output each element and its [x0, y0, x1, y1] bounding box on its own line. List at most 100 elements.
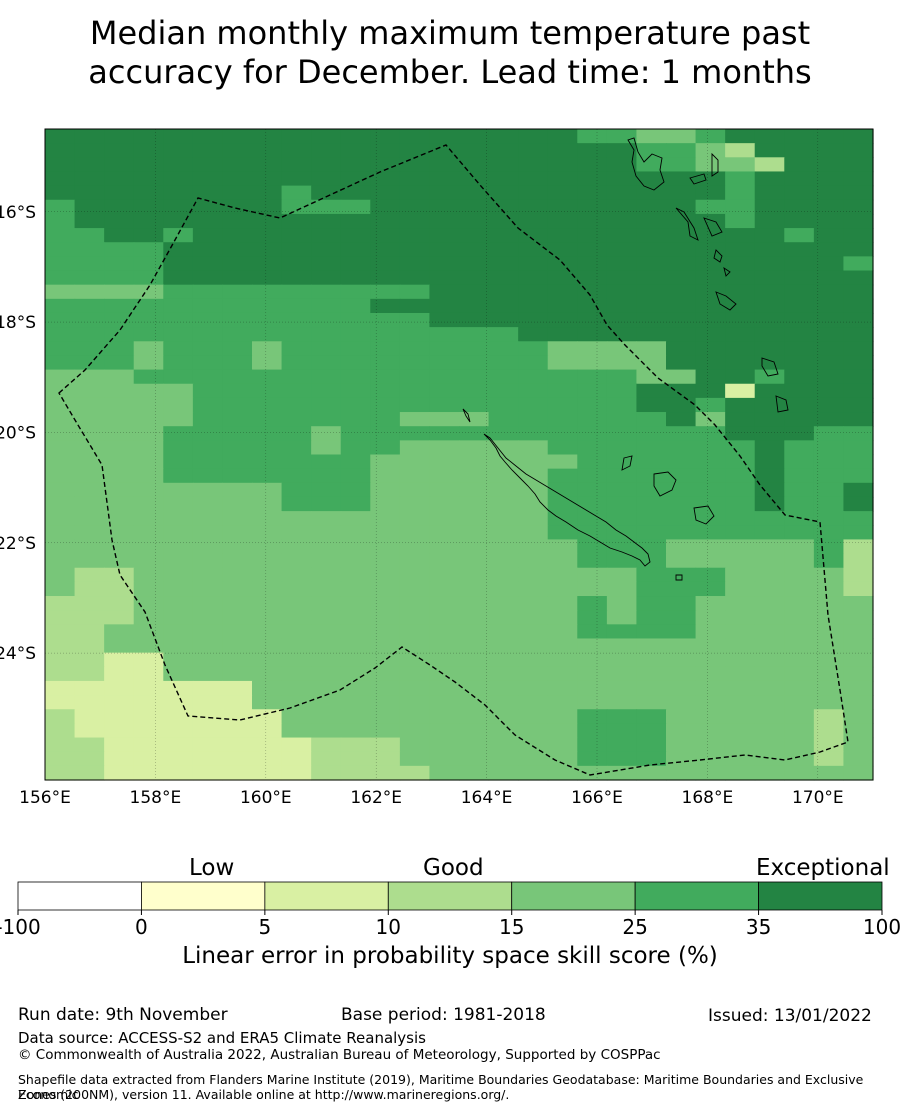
- grid-cell: [695, 383, 726, 399]
- grid-cell: [666, 581, 697, 597]
- grid-cell: [488, 680, 519, 696]
- grid-cell: [725, 680, 756, 696]
- grid-cell: [547, 482, 578, 498]
- grid-cell: [547, 539, 578, 555]
- grid-cell: [518, 751, 549, 767]
- grid-cell: [695, 312, 726, 328]
- grid-cell: [74, 383, 105, 399]
- grid-cell: [311, 610, 342, 625]
- grid-cell: [459, 511, 490, 526]
- grid-cell: [666, 624, 697, 640]
- grid-cell: [192, 666, 224, 682]
- grid-cell: [429, 426, 460, 441]
- grid-cell: [311, 695, 342, 710]
- grid-cell: [429, 511, 460, 526]
- grid-cell: [45, 440, 76, 456]
- grid-cell: [399, 426, 431, 441]
- grid-cell: [340, 284, 371, 300]
- grid-cell: [252, 765, 283, 781]
- grid-cell: [222, 270, 253, 286]
- grid-cell: [784, 482, 815, 498]
- grid-cell: [518, 426, 549, 441]
- grid-cell: [784, 426, 815, 441]
- grid-cell: [45, 185, 76, 201]
- grid-cell: [754, 327, 785, 342]
- grid-cell: [843, 525, 874, 541]
- grid-cell: [488, 270, 519, 286]
- grid-cell: [488, 129, 519, 144]
- grid-cell: [370, 454, 401, 470]
- grid-cell: [518, 695, 549, 710]
- grid-cell: [45, 468, 76, 484]
- grid-cell: [370, 129, 401, 144]
- grid-cell: [636, 737, 667, 753]
- grid-cell: [666, 355, 697, 371]
- grid-cell: [74, 751, 105, 767]
- grid-cell: [488, 284, 519, 300]
- grid-cell: [488, 709, 519, 724]
- grid-cell: [192, 680, 224, 696]
- grid-cell: [695, 270, 726, 286]
- grid-cell: [74, 567, 105, 583]
- grid-cell: [547, 468, 578, 484]
- grid-cell: [666, 539, 697, 555]
- grid-cell: [192, 440, 224, 456]
- grid-cell: [163, 383, 194, 399]
- grid-cell: [488, 369, 519, 385]
- grid-cell: [754, 312, 785, 328]
- grid-cell: [488, 185, 519, 201]
- grid-cell: [518, 610, 549, 625]
- grid-cell: [666, 652, 697, 668]
- grid-cell: [252, 454, 283, 470]
- grid-cell: [429, 723, 460, 739]
- grid-cell: [813, 312, 845, 328]
- grid-cell: [192, 695, 224, 710]
- grid-cell: [281, 213, 312, 229]
- grid-cell: [133, 539, 164, 555]
- grid-cell: [547, 723, 578, 739]
- grid-cell: [311, 596, 342, 611]
- lat-tick-labels: 16°S 18°S 20°S 22°S 24°S: [0, 203, 36, 664]
- grid-cell: [518, 666, 549, 682]
- grid-cell: [281, 511, 312, 526]
- grid-cell: [74, 199, 105, 215]
- lon-tick-labels: 156°E 158°E 160°E 162°E 164°E 166°E 168°E 170°E: [19, 788, 844, 808]
- grid-cell: [459, 312, 490, 328]
- grid-cell: [666, 426, 697, 441]
- grid-cell: [429, 525, 460, 541]
- grid-cell: [636, 185, 667, 201]
- grid-cell: [133, 143, 164, 158]
- grid-cell: [547, 397, 578, 413]
- grid-cell: [843, 666, 874, 682]
- grid-cell: [843, 129, 874, 144]
- grid-cell: [222, 284, 253, 300]
- grid-cell: [547, 652, 578, 668]
- grid-cell: [311, 327, 342, 342]
- grid-cell: [518, 355, 549, 371]
- grid-cell: [192, 539, 224, 555]
- grid-cell: [370, 440, 401, 456]
- grid-cell: [340, 369, 371, 385]
- grid-cell: [281, 426, 312, 441]
- grid-cell: [754, 695, 785, 710]
- grid-cell: [784, 737, 815, 753]
- grid-cell: [311, 256, 342, 272]
- grid-cell: [488, 596, 519, 611]
- grid-cell: [606, 695, 638, 710]
- grid-cell: [606, 228, 638, 243]
- grid-cell: [74, 256, 105, 272]
- grid-cell: [104, 256, 135, 272]
- grid-cell: [252, 369, 283, 385]
- grid-cell: [399, 412, 431, 427]
- grid-cell: [163, 157, 194, 173]
- grid-cell: [577, 624, 608, 640]
- lon-tick-label: 170°E: [792, 788, 844, 808]
- grid-cell: [813, 737, 845, 753]
- grid-cell: [429, 199, 460, 215]
- grid-cell: [370, 581, 401, 597]
- grid-cell: [488, 567, 519, 583]
- grid-cell: [695, 581, 726, 597]
- grid-cell: [429, 638, 460, 654]
- grid-cell: [725, 638, 756, 654]
- grid-cell: [133, 157, 164, 173]
